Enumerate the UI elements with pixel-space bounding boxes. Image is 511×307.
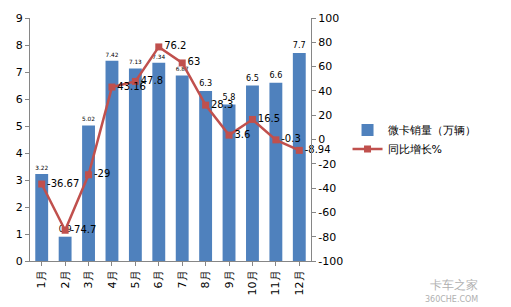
svg-text:-100: -100 (318, 255, 343, 268)
svg-text:7月: 7月 (176, 270, 189, 288)
svg-text:100: 100 (318, 12, 339, 25)
svg-text:28.3: 28.3 (211, 99, 233, 110)
svg-text:7.34: 7.34 (152, 54, 165, 60)
svg-text:2月: 2月 (59, 270, 72, 288)
svg-text:12月: 12月 (293, 270, 306, 295)
svg-text:-60: -60 (318, 206, 336, 219)
svg-text:11月: 11月 (269, 270, 282, 295)
svg-text:40: 40 (318, 85, 332, 98)
svg-text:-20: -20 (318, 158, 336, 171)
svg-text:0: 0 (16, 255, 23, 268)
svg-text:-29: -29 (94, 168, 110, 179)
svg-text:-40: -40 (318, 182, 336, 195)
svg-text:4: 4 (16, 147, 23, 160)
svg-text:5.8: 5.8 (223, 92, 236, 102)
svg-text:1: 1 (16, 228, 23, 241)
svg-text:10月: 10月 (246, 270, 259, 295)
svg-text:3.6: 3.6 (234, 129, 250, 140)
svg-text:卡车之家: 卡车之家 (430, 278, 478, 292)
svg-text:6.3: 6.3 (199, 78, 212, 88)
svg-text:-80: -80 (318, 231, 336, 244)
svg-text:同比增长%: 同比增长% (388, 143, 442, 156)
svg-text:7.13: 7.13 (129, 59, 142, 65)
svg-text:微卡销量（万辆）: 微卡销量（万辆） (388, 124, 476, 137)
svg-text:-74.7: -74.7 (71, 224, 97, 235)
svg-text:6.5: 6.5 (246, 73, 259, 83)
svg-text:5.02: 5.02 (82, 116, 95, 122)
svg-text:-36.67: -36.67 (47, 178, 79, 189)
svg-text:2: 2 (16, 201, 23, 214)
svg-text:4月: 4月 (106, 270, 119, 288)
svg-text:47.8: 47.8 (141, 75, 163, 86)
svg-text:360CHE.COM: 360CHE.COM (425, 295, 478, 304)
svg-text:3月: 3月 (82, 270, 95, 288)
svg-text:60: 60 (318, 60, 332, 73)
svg-text:7.7: 7.7 (293, 40, 306, 50)
svg-text:7: 7 (16, 66, 23, 79)
svg-text:7.42: 7.42 (106, 52, 119, 58)
svg-text:6月: 6月 (152, 270, 165, 288)
svg-text:6.87: 6.87 (176, 66, 189, 72)
svg-text:3.22: 3.22 (35, 165, 48, 171)
svg-text:5月: 5月 (129, 270, 142, 288)
svg-text:-8.94: -8.94 (305, 144, 331, 155)
svg-text:43.16: 43.16 (117, 81, 146, 92)
svg-text:1月: 1月 (35, 270, 48, 288)
svg-text:20: 20 (318, 109, 332, 122)
svg-text:63: 63 (188, 56, 201, 67)
svg-text:8月: 8月 (199, 270, 212, 288)
svg-text:6.6: 6.6 (269, 70, 282, 80)
svg-text:80: 80 (318, 36, 332, 49)
svg-text:8: 8 (16, 39, 23, 52)
svg-text:6: 6 (16, 93, 23, 106)
svg-text:0: 0 (318, 133, 325, 146)
svg-text:0.9: 0.9 (59, 224, 72, 234)
svg-text:3: 3 (16, 174, 23, 187)
svg-text:16.5: 16.5 (258, 113, 280, 124)
svg-text:76.2: 76.2 (164, 40, 186, 51)
svg-text:-0.3: -0.3 (281, 133, 301, 144)
svg-text:5: 5 (16, 120, 23, 133)
svg-text:9月: 9月 (223, 270, 236, 288)
svg-text:9: 9 (16, 12, 23, 25)
